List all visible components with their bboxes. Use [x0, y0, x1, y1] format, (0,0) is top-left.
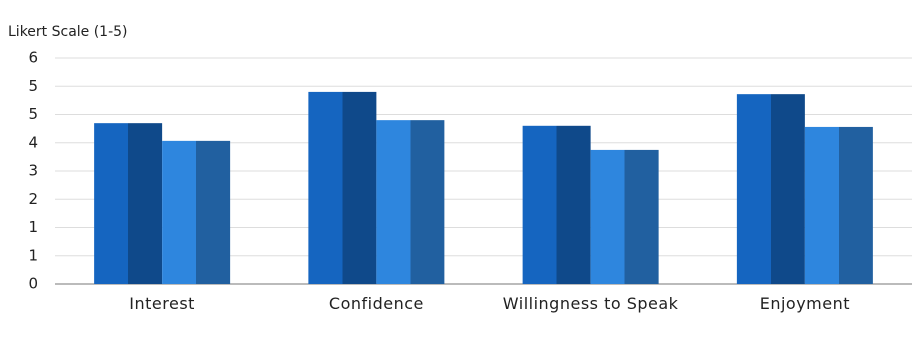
y-tick-label: 4	[28, 133, 38, 151]
bar	[162, 140, 231, 284]
y-tick-label: 3	[28, 162, 38, 180]
y-tick-label: 5	[28, 77, 38, 95]
y-tick-label: 6	[28, 49, 38, 67]
bar	[522, 125, 591, 284]
x-tick-label: Interest	[129, 294, 195, 313]
bar	[376, 120, 445, 285]
bar	[94, 123, 163, 284]
bar	[308, 91, 377, 285]
y-tick-label: 1	[28, 218, 38, 236]
bar	[736, 94, 805, 284]
chart-title: Likert Scale (1-5)	[8, 24, 128, 40]
x-tick-label: Confidence	[328, 294, 424, 313]
x-tick-label: Willingness to Speak	[502, 294, 679, 313]
y-tick-label: 0	[28, 275, 38, 293]
y-tick-label: 5	[28, 105, 38, 123]
bar	[590, 149, 659, 284]
y-tick-label: 1	[28, 246, 38, 264]
bar	[804, 126, 873, 285]
x-tick-label: Enjoyment	[759, 294, 851, 313]
y-tick-label: 2	[28, 190, 38, 208]
